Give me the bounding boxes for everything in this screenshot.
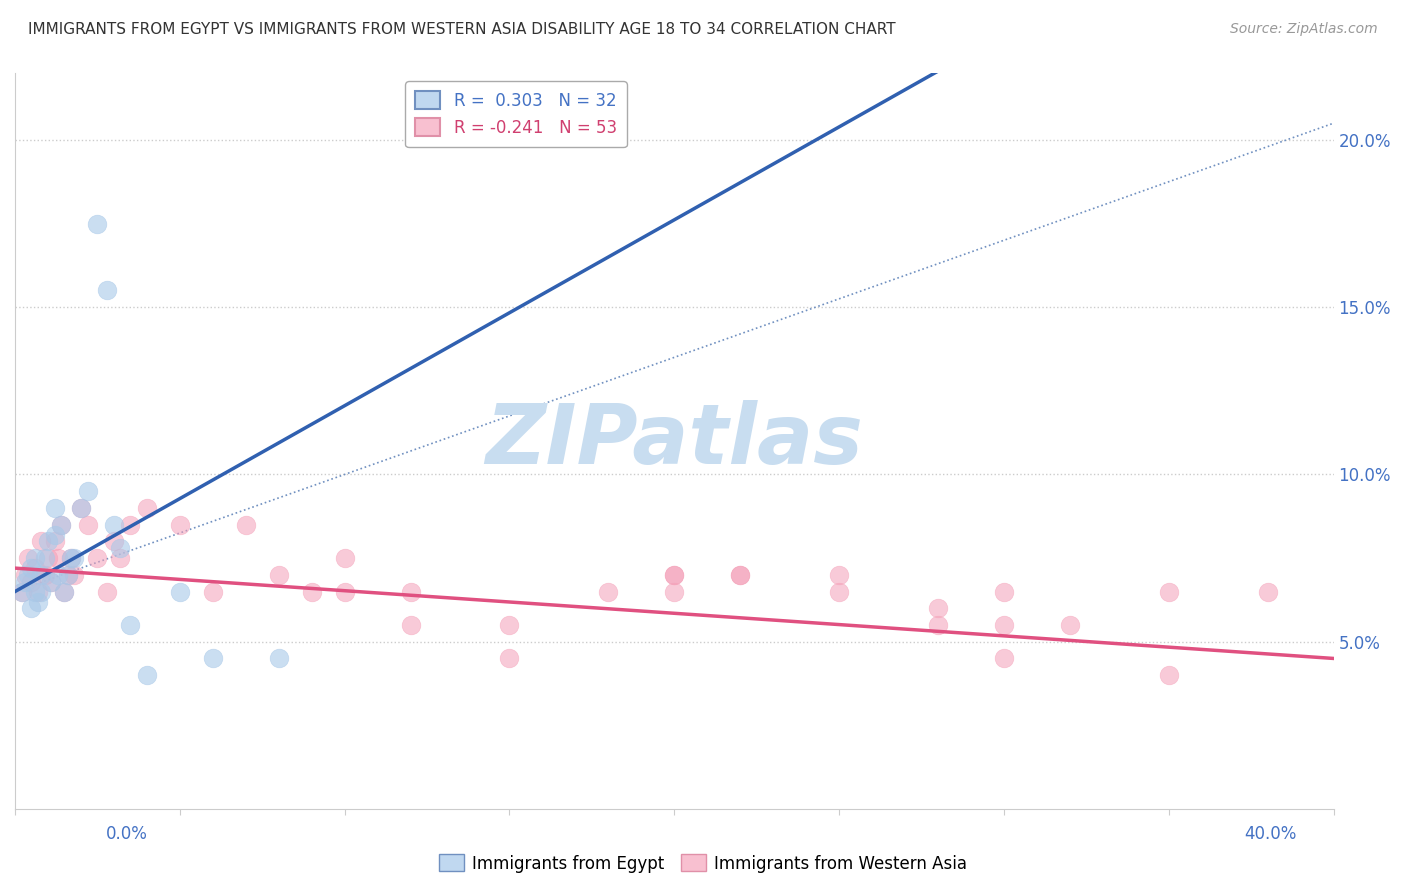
Point [44, 527, 66, 541]
Point [63, 551, 86, 566]
Point [27, 584, 49, 599]
Point [46, 567, 69, 582]
Point [201, 651, 224, 665]
Point [30, 584, 52, 599]
Point [63, 567, 86, 582]
Point [301, 584, 323, 599]
Point [333, 551, 356, 566]
Point [135, 500, 157, 515]
Point [20, 601, 42, 615]
Point [169, 517, 191, 532]
Text: 0.0%: 0.0% [105, 825, 148, 843]
Point [76, 484, 98, 499]
Point [96, 584, 118, 599]
Point [333, 584, 356, 599]
Text: ZIPatlas: ZIPatlas [485, 401, 863, 482]
Point [49, 517, 72, 532]
Point [44, 534, 66, 549]
Point [49, 517, 72, 532]
Point [53, 584, 76, 599]
Point [728, 567, 751, 582]
Point [86, 551, 108, 566]
Text: 40.0%: 40.0% [1244, 825, 1296, 843]
Point [44, 500, 66, 515]
Point [598, 584, 620, 599]
Point [60, 551, 83, 566]
Point [10, 584, 32, 599]
Point [56, 567, 79, 582]
Point [927, 601, 949, 615]
Point [34, 567, 56, 582]
Point [30, 534, 52, 549]
Point [993, 618, 1015, 632]
Point [201, 584, 224, 599]
Point [728, 567, 751, 582]
Point [37, 534, 59, 549]
Point [267, 651, 290, 665]
Point [14, 574, 37, 589]
Point [399, 618, 422, 632]
Point [1157, 584, 1180, 599]
Point [103, 534, 125, 549]
Point [17, 551, 39, 566]
Point [14, 567, 37, 582]
Point [86, 217, 108, 231]
Point [235, 517, 257, 532]
Point [498, 618, 520, 632]
Point [664, 567, 686, 582]
Point [96, 284, 118, 298]
Point [267, 567, 290, 582]
Point [70, 500, 93, 515]
Point [20, 561, 42, 575]
Point [76, 517, 98, 532]
Legend: R =  0.303   N = 32, R = -0.241   N = 53: R = 0.303 N = 32, R = -0.241 N = 53 [405, 81, 627, 147]
Point [30, 567, 52, 582]
Point [828, 567, 851, 582]
Point [110, 541, 132, 555]
Point [927, 618, 949, 632]
Point [169, 584, 191, 599]
Point [828, 584, 851, 599]
Point [103, 517, 125, 532]
Point [56, 567, 79, 582]
Point [60, 551, 83, 566]
Text: Source: ZipAtlas.com: Source: ZipAtlas.com [1230, 22, 1378, 37]
Point [39, 574, 62, 589]
Point [37, 551, 59, 566]
Point [53, 584, 76, 599]
Point [17, 567, 39, 582]
Point [399, 584, 422, 599]
Point [70, 500, 93, 515]
Point [993, 651, 1015, 665]
Point [27, 594, 49, 608]
Point [993, 584, 1015, 599]
Point [135, 668, 157, 682]
Point [20, 574, 42, 589]
Point [120, 517, 142, 532]
Point [120, 618, 142, 632]
Legend: Immigrants from Egypt, Immigrants from Western Asia: Immigrants from Egypt, Immigrants from W… [432, 847, 974, 880]
Text: IMMIGRANTS FROM EGYPT VS IMMIGRANTS FROM WESTERN ASIA DISABILITY AGE 18 TO 34 CO: IMMIGRANTS FROM EGYPT VS IMMIGRANTS FROM… [28, 22, 896, 37]
Point [24, 561, 46, 575]
Point [1157, 668, 1180, 682]
Point [1257, 584, 1279, 599]
Point [498, 651, 520, 665]
Point [46, 551, 69, 566]
Point [664, 584, 686, 599]
Point [34, 551, 56, 566]
Point [24, 584, 46, 599]
Point [39, 574, 62, 589]
Point [664, 567, 686, 582]
Point [10, 584, 32, 599]
Point [1059, 618, 1081, 632]
Point [24, 551, 46, 566]
Point [110, 551, 132, 566]
